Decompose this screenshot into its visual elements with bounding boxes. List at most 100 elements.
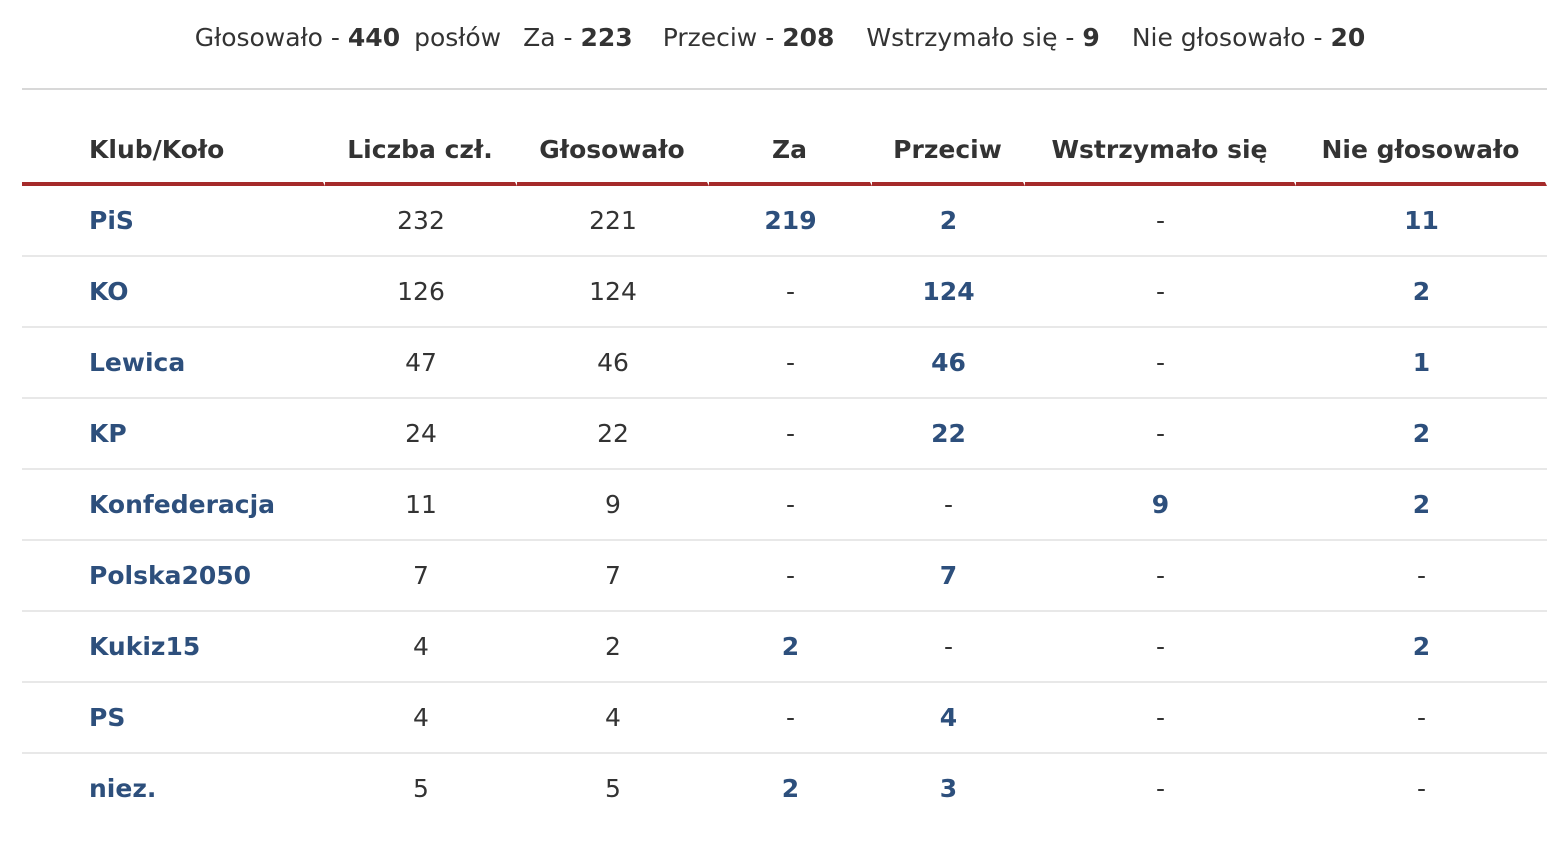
cell-voted: 22	[517, 399, 709, 470]
cell-abstain: -	[1025, 612, 1296, 683]
cell-members: 126	[325, 257, 517, 328]
cell-members: 7	[325, 541, 517, 612]
header-abstain: Wstrzymało się	[1025, 116, 1296, 186]
cell-notvoted: -	[1296, 683, 1547, 754]
club-results-table: Klub/Koło Liczba czł. Głosowało Za Przec…	[22, 116, 1547, 823]
cell-voted: 2	[517, 612, 709, 683]
header-club: Klub/Koło	[22, 116, 325, 186]
cell-voted: 46	[517, 328, 709, 399]
cell-notvoted: -	[1416, 774, 1427, 803]
cell-abstain: -	[1025, 399, 1296, 470]
header-notvoted: Nie głosowało	[1296, 116, 1547, 186]
cell-abstain: -	[1025, 257, 1296, 328]
table-row: Polska2050 7 7-7- -	[22, 541, 1547, 612]
club-link[interactable]: PiS	[22, 186, 325, 257]
cell-voted: 124	[517, 257, 709, 328]
cell-members: 4	[325, 683, 517, 754]
table-header-row: Klub/Koło Liczba czł. Głosowało Za Przec…	[22, 116, 1547, 186]
summary-notvoted-value: 20	[1330, 23, 1366, 52]
table-row: Konfederacja 11 9- -9 2	[22, 470, 1547, 541]
cell-przeciw-link[interactable]: 124	[872, 257, 1025, 328]
cell-przeciw: -	[872, 470, 1025, 541]
club-link[interactable]: KP	[22, 399, 325, 470]
cell-przeciw-link[interactable]: 3	[939, 774, 958, 803]
summary-notvoted: Nie głosowało - 20	[1132, 18, 1365, 58]
cell-abstain: -	[1025, 683, 1296, 754]
club-link[interactable]: Kukiz15	[22, 612, 325, 683]
cell-notvoted-link[interactable]: 11	[1296, 186, 1547, 257]
table-row: PiS 232 221 219 2-11	[22, 186, 1547, 257]
table-row: Lewica 47 46-46-1	[22, 328, 1547, 399]
cell-przeciw-link[interactable]: 2	[872, 186, 1025, 257]
cell-przeciw: -	[872, 612, 1025, 683]
cell-notvoted: -	[1296, 541, 1547, 612]
cell-voted: 5	[605, 774, 621, 803]
club-link[interactable]: niez.	[89, 774, 157, 803]
cell-members: 11	[325, 470, 517, 541]
summary-voted-label: Głosowało -	[194, 23, 348, 52]
club-link[interactable]: Lewica	[22, 328, 325, 399]
table-row: PS 4 4-4- -	[22, 683, 1547, 754]
summary-divider	[22, 88, 1547, 90]
table-row: niez. 5 5 2 3 - -	[22, 754, 1547, 823]
cell-za: -	[709, 541, 872, 612]
cell-voted: 7	[517, 541, 709, 612]
summary-abstain: Wstrzymało się - 9	[866, 18, 1099, 58]
cell-za: -	[709, 257, 872, 328]
cell-przeciw-link[interactable]: 22	[872, 399, 1025, 470]
table-row: KO 126 124-124-2	[22, 257, 1547, 328]
table-body: PiS 232 221 219 2-11 KO 126 124-124-2 Lewica 47 46…	[22, 186, 1547, 823]
cell-przeciw-link[interactable]: 4	[872, 683, 1025, 754]
summary-voted-suffix: posłów	[414, 23, 502, 52]
cell-za: -	[709, 470, 872, 541]
cell-przeciw-link[interactable]: 46	[872, 328, 1025, 399]
table-row: Kukiz15 4 2 2- -2	[22, 612, 1547, 683]
summary-voted: Głosowało - 440	[195, 18, 400, 58]
summary-przeciw: Przeciw - 208	[663, 18, 835, 58]
cell-abstain-link[interactable]: 9	[1025, 470, 1296, 541]
cell-notvoted-link[interactable]: 2	[1296, 470, 1547, 541]
summary-za: Za - 223	[523, 18, 633, 58]
cell-notvoted-link[interactable]: 2	[1296, 399, 1547, 470]
cell-members: 4	[325, 612, 517, 683]
club-link[interactable]: KO	[22, 257, 325, 328]
summary-za-value: 223	[580, 23, 633, 52]
summary-abstain-label: Wstrzymało się -	[866, 23, 1083, 52]
cell-voted: 4	[517, 683, 709, 754]
summary-abstain-value: 9	[1082, 23, 1100, 52]
cell-przeciw-link[interactable]: 7	[872, 541, 1025, 612]
cell-members: 232	[325, 186, 517, 257]
header-za: Za	[709, 116, 872, 186]
header-members: Liczba czł.	[325, 116, 517, 186]
club-link[interactable]: Konfederacja	[22, 470, 325, 541]
cell-za-link[interactable]: 2	[709, 612, 872, 683]
cell-members: 47	[325, 328, 517, 399]
cell-abstain: -	[1025, 541, 1296, 612]
table-row: KP 24 22-22-2	[22, 399, 1547, 470]
cell-za: -	[709, 683, 872, 754]
summary-za-label: Za -	[523, 23, 581, 52]
summary-przeciw-label: Przeciw -	[662, 23, 783, 52]
cell-abstain: -	[1025, 328, 1296, 399]
cell-za-link[interactable]: 2	[781, 774, 800, 803]
cell-za: -	[709, 399, 872, 470]
cell-abstain: -	[1025, 186, 1296, 257]
summary-voted-value: 440	[347, 23, 401, 52]
summary-przeciw-value: 208	[782, 23, 835, 52]
cell-abstain: -	[1155, 774, 1166, 803]
cell-za: -	[709, 328, 872, 399]
cell-notvoted-link[interactable]: 1	[1296, 328, 1547, 399]
header-przeciw: Przeciw	[872, 116, 1025, 186]
cell-voted: 221	[517, 186, 709, 257]
cell-notvoted-link[interactable]: 2	[1296, 257, 1547, 328]
header-voted: Głosowało	[517, 116, 709, 186]
club-link[interactable]: PS	[22, 683, 325, 754]
cell-voted: 9	[517, 470, 709, 541]
summary-notvoted-label: Nie głosowało -	[1131, 23, 1331, 52]
cell-members: 24	[325, 399, 517, 470]
cell-za-link[interactable]: 219	[709, 186, 872, 257]
cell-members: 5	[413, 774, 429, 803]
vote-summary: Głosowało - 440 posłów Za - 223 Przeciw - 2…	[0, 18, 1560, 58]
club-link[interactable]: Polska2050	[22, 541, 325, 612]
cell-notvoted-link[interactable]: 2	[1296, 612, 1547, 683]
